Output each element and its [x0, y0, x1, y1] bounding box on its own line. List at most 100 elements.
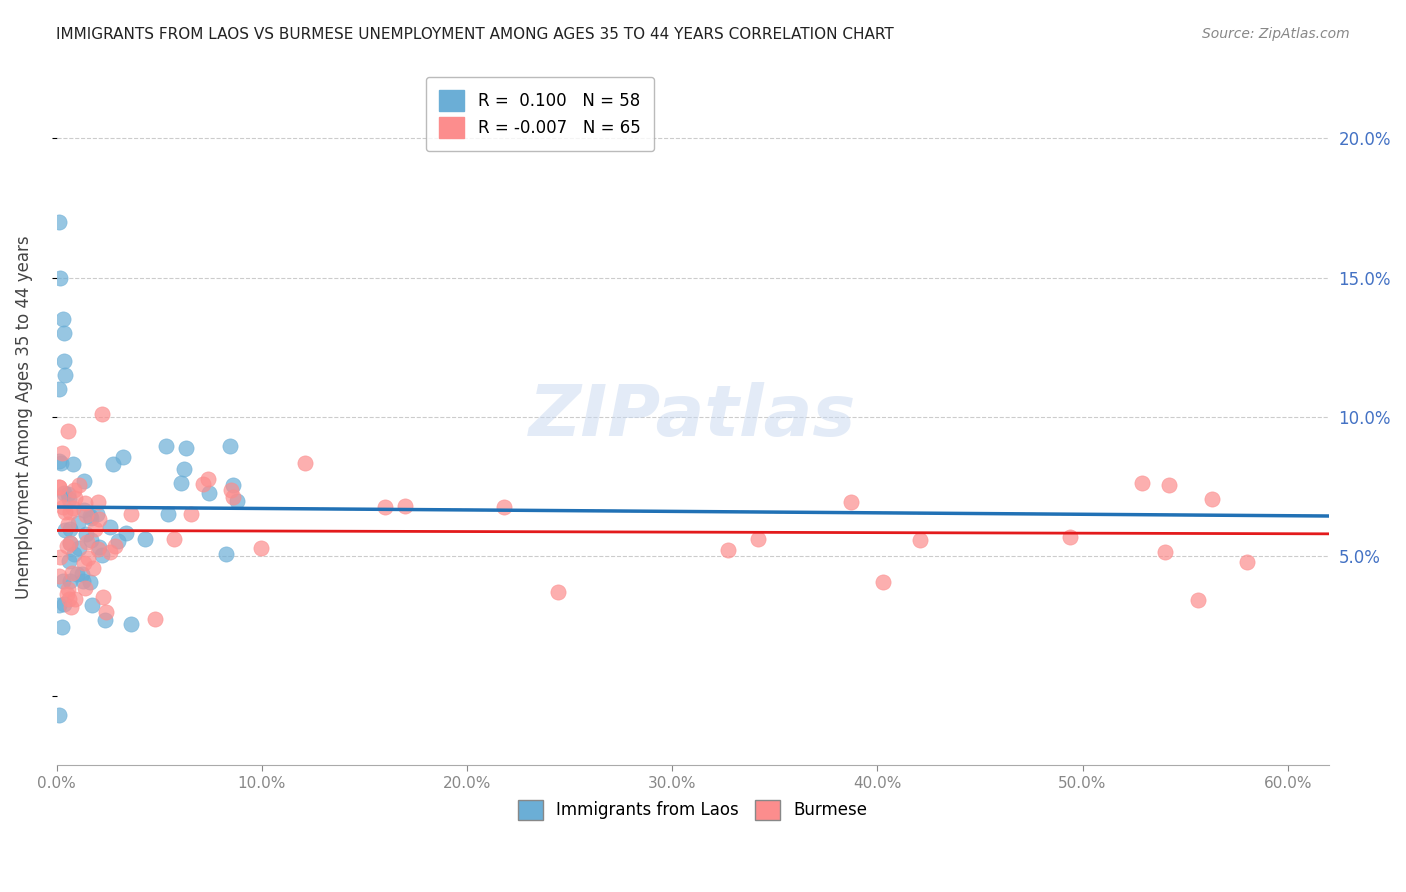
Point	[75, 508, 97, 522]
Point	[48, 491, 70, 505]
Point	[52, 312, 75, 326]
Point	[62, 501, 84, 516]
Point	[86, 507, 108, 521]
Point	[221, 491, 243, 505]
Point	[63, 491, 86, 505]
Point	[65, 591, 87, 606]
Point	[156, 508, 179, 522]
Point	[56, 487, 79, 501]
Point	[120, 507, 142, 521]
Point	[59, 505, 82, 519]
Point	[79, 511, 101, 525]
Point	[1201, 492, 1223, 507]
Point	[91, 407, 114, 421]
Point	[250, 541, 273, 556]
Point	[747, 532, 769, 546]
Point	[60, 600, 83, 615]
Point	[56, 587, 79, 601]
Point	[180, 507, 202, 521]
Point	[839, 495, 862, 509]
Point	[51, 619, 73, 633]
Point	[155, 439, 177, 453]
Point	[63, 547, 86, 561]
Point	[77, 550, 100, 565]
Point	[48, 569, 70, 583]
Point	[73, 556, 96, 570]
Point	[67, 541, 90, 556]
Point	[48, 215, 70, 229]
Point	[219, 483, 242, 498]
Point	[58, 554, 80, 568]
Point	[67, 478, 90, 492]
Point	[98, 545, 121, 559]
Point	[56, 516, 79, 531]
Point	[547, 585, 569, 599]
Point	[143, 612, 166, 626]
Point	[80, 533, 103, 547]
Point	[1236, 555, 1258, 569]
Point	[75, 527, 97, 541]
Point	[52, 326, 75, 341]
Point	[87, 541, 110, 556]
Point	[120, 616, 142, 631]
Point	[91, 590, 114, 604]
Point	[62, 483, 84, 497]
Point	[52, 574, 75, 588]
Point	[163, 533, 186, 547]
Point	[79, 574, 101, 589]
Point	[73, 582, 96, 596]
Point	[79, 508, 101, 523]
Point	[70, 567, 93, 582]
Point	[717, 543, 740, 558]
Point	[53, 354, 76, 368]
Point	[58, 492, 80, 507]
Point	[103, 457, 125, 471]
Point	[1059, 530, 1081, 544]
Point	[51, 446, 73, 460]
Point	[59, 536, 82, 550]
Point	[173, 462, 195, 476]
Point	[80, 598, 103, 612]
Point	[82, 561, 104, 575]
Point	[1159, 478, 1181, 492]
Point	[62, 457, 84, 471]
Point	[48, 454, 70, 468]
Point	[49, 270, 72, 285]
Point	[1154, 545, 1177, 559]
Point	[215, 547, 238, 561]
Point	[111, 450, 134, 464]
Point	[86, 494, 108, 508]
Point	[56, 424, 79, 438]
Point	[89, 512, 111, 526]
Point	[96, 605, 118, 619]
Point	[56, 582, 79, 597]
Point	[170, 476, 193, 491]
Point	[51, 456, 73, 470]
Point	[58, 591, 80, 606]
Point	[73, 503, 96, 517]
Point	[59, 522, 82, 536]
Point	[48, 708, 70, 723]
Point	[134, 532, 156, 546]
Point	[67, 516, 90, 530]
Text: IMMIGRANTS FROM LAOS VS BURMESE UNEMPLOYMENT AMONG AGES 35 TO 44 YEARS CORRELATI: IMMIGRANTS FROM LAOS VS BURMESE UNEMPLOY…	[56, 27, 894, 42]
Point	[191, 477, 214, 491]
Point	[59, 574, 82, 589]
Point	[52, 500, 75, 514]
Point	[76, 534, 98, 549]
Point	[62, 566, 84, 581]
Point	[53, 523, 76, 537]
Point	[1187, 593, 1209, 607]
Point	[53, 505, 76, 519]
Point	[48, 479, 70, 493]
Point	[48, 382, 70, 396]
Point	[53, 597, 76, 611]
Point	[72, 574, 94, 589]
Point	[219, 439, 242, 453]
Point	[198, 486, 221, 500]
Point	[66, 567, 89, 582]
Text: ZIPatlas: ZIPatlas	[529, 383, 856, 451]
Point	[56, 539, 79, 553]
Point	[84, 522, 107, 536]
Point	[53, 485, 76, 500]
